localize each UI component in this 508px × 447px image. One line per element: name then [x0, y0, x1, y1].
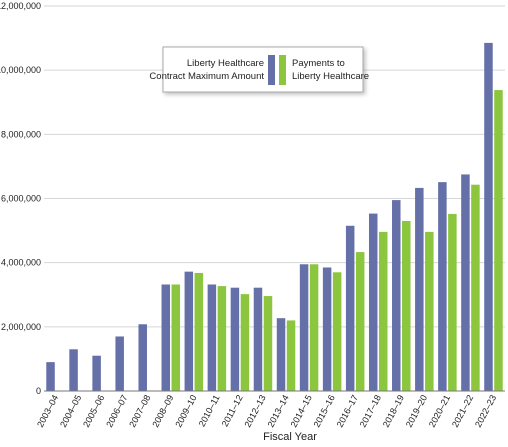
x-tick-label: 2007–08 — [127, 393, 152, 429]
x-tick-label: 2018–19 — [381, 393, 406, 429]
y-axis-ticks: 0 2,000,000 4,000,000 6,000,000 8,000,000 10,… — [0, 1, 41, 396]
bar-contract-max — [461, 174, 470, 391]
legend-label-contract-max-line2: Contract Maximum Amount — [149, 71, 264, 82]
bar-contract-max — [299, 264, 309, 391]
x-tick-label: 2011–12 — [220, 393, 245, 428]
bar-payment — [194, 272, 204, 391]
x-tick-label: 2008–09 — [150, 393, 175, 429]
x-tick-label: 2014–15 — [289, 393, 314, 429]
x-tick-label: 2022–23 — [473, 393, 498, 429]
legend-label-contract-max-line1: Liberty Healthcare — [187, 58, 264, 69]
x-tick-label: 2009–10 — [173, 393, 198, 429]
bar-payment — [355, 252, 365, 391]
legend-box — [162, 46, 364, 93]
bar-payment — [471, 184, 480, 391]
legend-label-payments-line2: Liberty Healthcare — [292, 71, 369, 82]
y-tick-label: 8,000,000 — [1, 129, 41, 139]
bar-contract-max — [230, 287, 240, 391]
bar-contract-max — [207, 284, 217, 391]
legend-label-payments-line1: Payments to — [292, 58, 345, 69]
bar-contract-max — [438, 182, 447, 391]
bar-payment — [425, 231, 434, 391]
legend: Liberty Healthcare Contract Maximum Amou… — [149, 46, 369, 93]
x-tick-label: 2013–14 — [266, 393, 291, 429]
x-tick-label: 2003–04 — [35, 393, 60, 429]
bar-contract-max — [276, 318, 286, 391]
x-tick-label: 2015–16 — [312, 393, 337, 429]
x-tick-label: 2019–20 — [404, 393, 429, 429]
bar-contract-max — [138, 324, 147, 391]
bar-payment — [240, 294, 250, 391]
bar-payment — [171, 284, 181, 391]
x-tick-label: 2020–21 — [427, 393, 452, 429]
bar-payment — [286, 320, 296, 391]
legend-swatch-payments — [279, 55, 286, 85]
x-tick-label: 2005–06 — [81, 393, 106, 429]
x-tick-label: 2010–11 — [197, 393, 222, 428]
bar-contract-max — [161, 284, 171, 391]
bar-contract-max — [253, 287, 263, 391]
x-tick-label: 2004–05 — [58, 393, 83, 429]
y-tick-label: 2,000,000 — [1, 322, 41, 332]
y-tick-label: 10,000,000 — [0, 65, 41, 75]
bar-contract-max — [46, 362, 55, 391]
x-tick-label: 2017–18 — [358, 393, 383, 429]
bar-contract-max — [392, 200, 401, 391]
x-tick-label: 2021–22 — [450, 393, 475, 429]
bar-contract-max — [415, 187, 424, 391]
bar-payment — [263, 296, 273, 391]
bar-payment — [309, 264, 319, 391]
legend-swatch-contract-max — [268, 55, 275, 85]
bar-contract-max — [69, 349, 78, 391]
bars — [46, 42, 503, 391]
bar-contract-max — [484, 42, 493, 391]
bar-contract-max — [322, 267, 332, 391]
bar-payment — [402, 220, 411, 391]
x-axis-ticks: 2003–042004–052005–062006–072007–082008–… — [35, 393, 498, 429]
bar-contract-max — [368, 213, 378, 391]
y-tick-label: 4,000,000 — [1, 258, 41, 268]
x-axis-title: Fiscal Year — [263, 431, 317, 443]
x-tick-label: 2012–13 — [242, 393, 267, 429]
y-tick-label: $12,000,000 — [0, 1, 41, 11]
y-tick-label: 0 — [36, 386, 41, 396]
y-tick-label: 6,000,000 — [1, 194, 41, 204]
bar-payment — [494, 90, 503, 391]
bar-contract-max — [184, 271, 194, 391]
bar-payment — [217, 286, 227, 391]
bar-payment — [378, 231, 388, 391]
x-tick-label: 2016–17 — [335, 393, 360, 429]
bar-contract-max — [92, 355, 101, 391]
bar-payment — [448, 213, 457, 391]
bar-contract-max — [115, 336, 124, 391]
bar-payment — [332, 272, 342, 391]
bar-contract-max — [345, 225, 355, 391]
x-tick-label: 2006–07 — [104, 393, 129, 429]
